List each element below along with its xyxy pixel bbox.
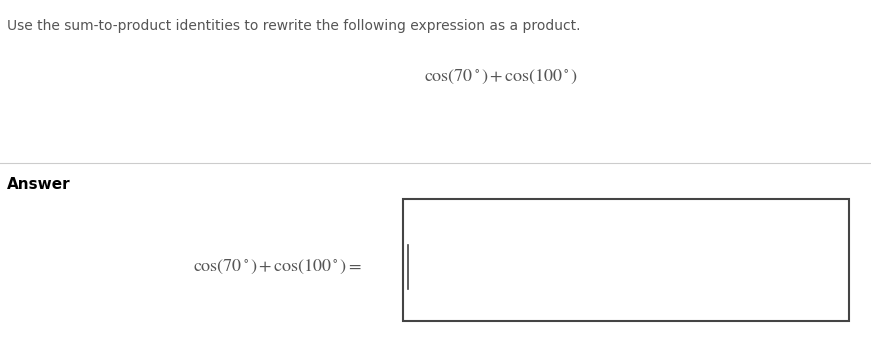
Bar	[403, 199, 849, 321]
Text: Answer: Answer	[7, 177, 71, 192]
Text: Use the sum-to-product identities to rewrite the following expression as a produ: Use the sum-to-product identities to rew…	[7, 19, 580, 33]
Text: $\mathrm{cos}(70^\circ) + \mathrm{cos}(100^\circ)$: $\mathrm{cos}(70^\circ) + \mathrm{cos}(1…	[424, 68, 577, 86]
Text: $\mathrm{cos}(70^\circ) + \mathrm{cos}(100^\circ) = $: $\mathrm{cos}(70^\circ) + \mathrm{cos}(1…	[192, 258, 361, 276]
